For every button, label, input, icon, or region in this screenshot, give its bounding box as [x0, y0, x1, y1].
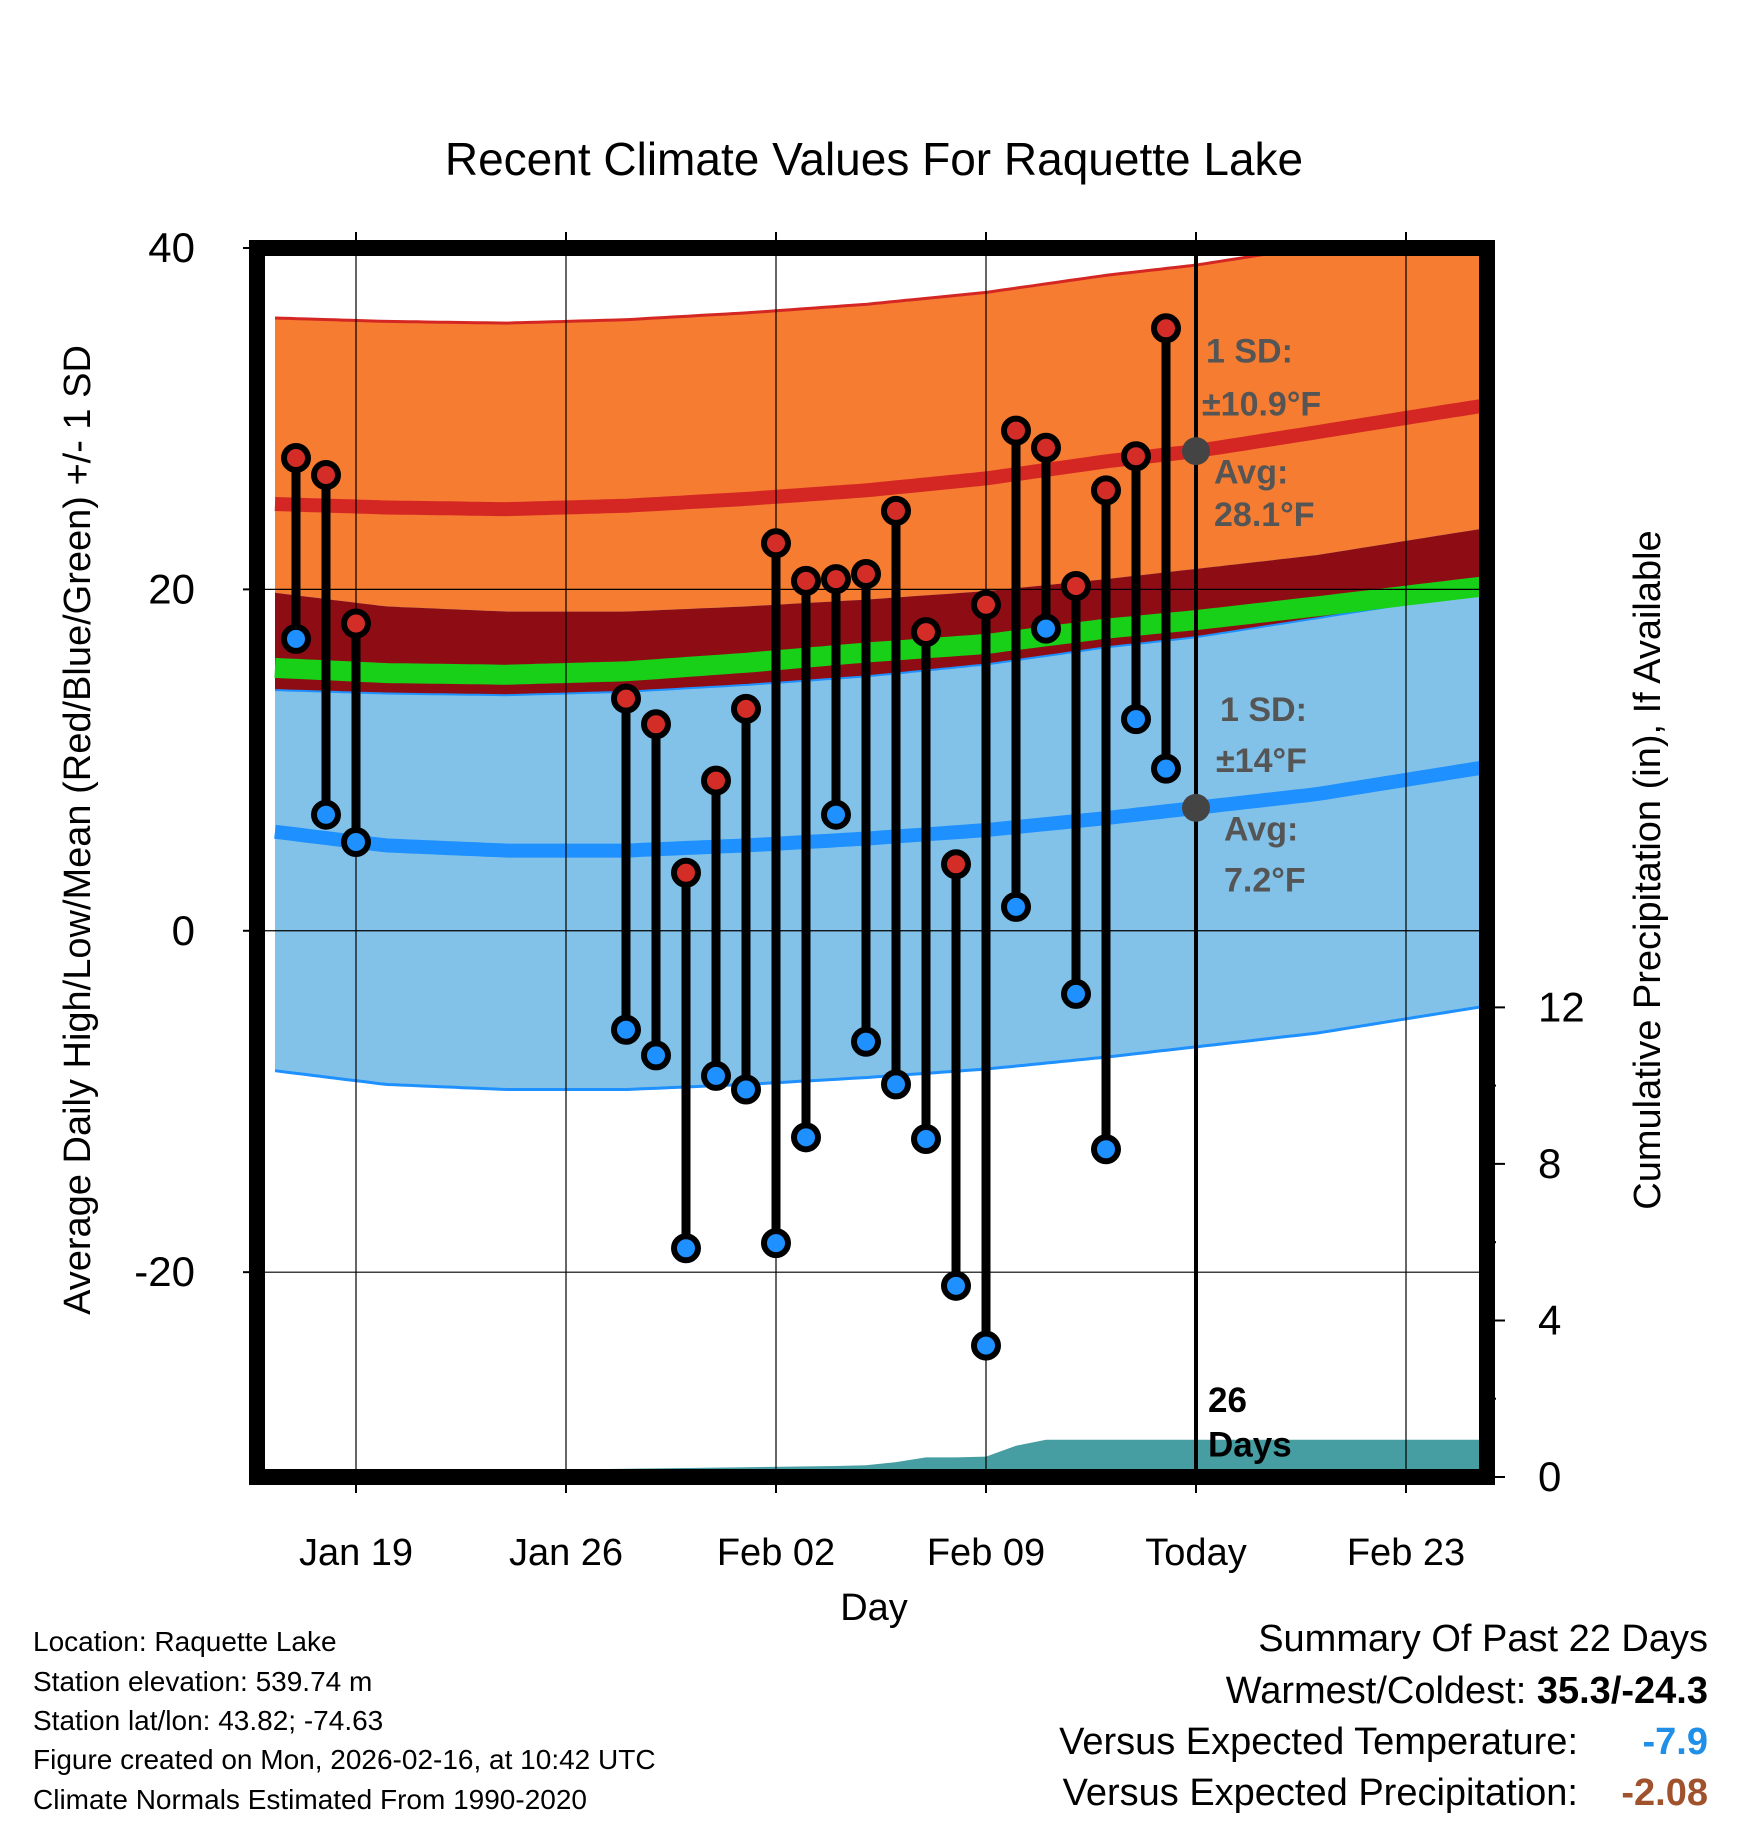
obs-low-point: [851, 1026, 881, 1057]
summary-warm-cold: Warmest/Coldest: 35.3/-24.3: [1226, 1672, 1708, 1710]
obs-high-point: [761, 528, 791, 559]
y2-tick-label: 12: [1538, 983, 1585, 1030]
obs-low-point: [941, 1270, 971, 1301]
summary-precip-value: -2.08: [1621, 1772, 1708, 1814]
y2-tick-label: 4: [1538, 1296, 1561, 1343]
y-axis-label: Average Daily High/Low/Mean (Red/Blue/Gr…: [57, 345, 99, 1315]
high-sd-value: ±10.9°F: [1202, 385, 1321, 423]
high-lower-sd-line: [274, 590, 1483, 697]
overlap-band: [275, 528, 1483, 696]
low-avg-marker: [1182, 793, 1210, 822]
obs-low-point: [1061, 978, 1091, 1009]
normal-high-line: [274, 398, 1484, 517]
obs-low-point: [311, 799, 341, 830]
obs-high-point: [941, 849, 971, 880]
x-tick-label: Today: [1145, 1532, 1246, 1574]
obs-high-point: [1031, 432, 1061, 463]
high-sd-label: 1 SD:: [1206, 332, 1293, 370]
summary-warm-cold-value: 35.3/-24.3: [1536, 1670, 1708, 1712]
summary-heading: Summary Of Past 22 Days: [1258, 1618, 1708, 1660]
y-tick-label: 20: [148, 565, 195, 612]
obs-high-point: [881, 495, 911, 526]
plot-area: 1 SD: ±10.9°F Avg: 28.1°F 1 SD: ±14°F Avg: 7.2°…: [257, 248, 1487, 1477]
obs-high-point: [1061, 570, 1091, 601]
obs-high-point: [1121, 441, 1151, 472]
obs-low-point: [611, 1014, 641, 1045]
obs-high-point: [1151, 313, 1181, 344]
x-tick-label: Feb 02: [717, 1532, 835, 1574]
y-tick-label: -20: [134, 1248, 195, 1295]
obs-low-point: [341, 827, 371, 858]
obs-high-point: [611, 683, 641, 714]
x-tick-label: Feb 23: [1347, 1532, 1465, 1574]
low-avg-label: Avg:: [1224, 810, 1298, 848]
obs-low-point: [731, 1074, 761, 1105]
high-avg-value: 28.1°F: [1214, 496, 1315, 534]
obs-low-point: [821, 799, 851, 830]
obs-low-point: [281, 623, 311, 654]
precipitation-area: [257, 1439, 1487, 1477]
summary-temp: Versus Expected Temperature: -7.9: [1059, 1723, 1708, 1761]
obs-high-point: [971, 589, 1001, 620]
summary-temp-value: -7.9: [1642, 1721, 1708, 1763]
obs-high-point: [731, 693, 761, 724]
obs-low-point: [761, 1228, 791, 1259]
y2-tick-label: 8: [1538, 1140, 1561, 1187]
low-avg-value: 7.2°F: [1224, 862, 1306, 900]
low-sd-label: 1 SD:: [1220, 691, 1307, 729]
obs-low-point: [1121, 704, 1151, 735]
summary-warm-cold-label: Warmest/Coldest:: [1225, 1670, 1537, 1712]
obs-low-point: [881, 1069, 911, 1100]
obs-high-point: [671, 857, 701, 888]
x-tick-label: Jan 26: [509, 1532, 623, 1574]
days-word: Days: [1208, 1426, 1292, 1465]
summary-precip-label: Versus Expected Precipitation:: [1062, 1772, 1578, 1814]
obs-high-point: [911, 617, 941, 648]
info-elevation: Station elevation: 539.74 m: [33, 1666, 373, 1697]
obs-low-point: [1001, 891, 1031, 922]
low-lower-sd-line: [274, 1005, 1483, 1091]
obs-low-point: [641, 1040, 671, 1071]
obs-low-point: [911, 1124, 941, 1155]
summary-temp-label: Versus Expected Temperature:: [1059, 1721, 1578, 1763]
normal-mean-line: [274, 576, 1484, 685]
info-created: Figure created on Mon, 2026-02-16, at 10…: [33, 1744, 656, 1775]
plot-frame: [249, 240, 1495, 1485]
obs-high-point: [641, 709, 671, 740]
info-location: Location: Raquette Lake: [33, 1626, 337, 1657]
info-latlon: Station lat/lon: 43.82; -74.63: [33, 1705, 384, 1736]
obs-low-point: [1031, 613, 1061, 644]
normal-low-line: [274, 760, 1484, 858]
obs-low-point: [971, 1330, 1001, 1361]
obs-high-point: [1001, 415, 1031, 446]
obs-low-point: [791, 1122, 821, 1153]
obs-high-point: [821, 564, 851, 595]
low-sd-value: ±14°F: [1216, 742, 1307, 780]
obs-low-point: [671, 1233, 701, 1264]
high-avg-marker: [1182, 437, 1210, 466]
obs-high-point: [1091, 475, 1121, 506]
summary-precip: Versus Expected Precipitation: -2.08: [1063, 1774, 1708, 1812]
days-count: 26: [1208, 1381, 1247, 1420]
obs-high-point: [281, 442, 311, 473]
obs-high-point: [701, 765, 731, 796]
y2-axis-label: Cumulative Precipitation (in), If Availa…: [1627, 530, 1669, 1209]
obs-high-point: [341, 608, 371, 639]
y-tick-label: 40: [148, 224, 195, 271]
y2-tick-label: 0: [1538, 1453, 1561, 1500]
x-tick-label: Jan 19: [299, 1532, 413, 1574]
obs-high-point: [791, 565, 821, 596]
x-tick-label: Feb 09: [927, 1532, 1045, 1574]
obs-low-point: [701, 1060, 731, 1091]
x-axis-label: Day: [840, 1587, 908, 1629]
y-tick-label: 0: [172, 907, 195, 954]
chart-title: Recent Climate Values For Raquette Lake: [445, 133, 1303, 185]
obs-low-point: [1091, 1134, 1121, 1165]
obs-high-point: [851, 559, 881, 590]
high-avg-label: Avg:: [1214, 454, 1288, 492]
obs-low-point: [1151, 753, 1181, 784]
info-normals: Climate Normals Estimated From 1990-2020: [33, 1784, 587, 1815]
obs-high-point: [311, 460, 341, 491]
